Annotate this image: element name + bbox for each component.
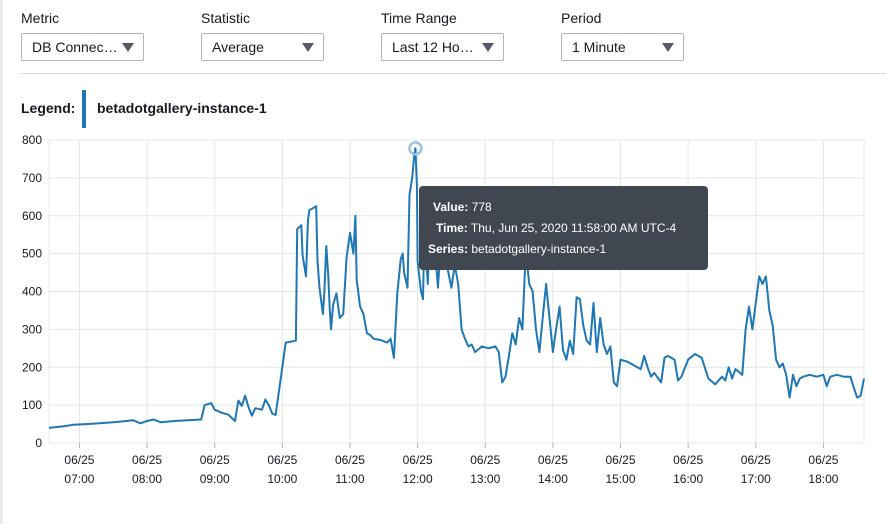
legend-swatch	[82, 90, 86, 128]
x-tick-time: 11:00	[335, 472, 364, 486]
time-range-label: Time Range	[381, 10, 457, 26]
y-tick-label: 700	[22, 171, 42, 185]
caret-down-icon	[122, 43, 134, 52]
caret-down-icon	[482, 43, 494, 52]
metric-label: Metric	[21, 10, 60, 26]
x-tick-date: 06/25	[132, 453, 162, 467]
y-tick-label: 600	[22, 209, 42, 223]
y-tick-label: 200	[22, 360, 42, 374]
x-tick-time: 08:00	[132, 472, 162, 486]
time-range-dropdown[interactable]: Last 12 Ho…	[381, 33, 504, 61]
x-tick-date: 06/25	[335, 453, 365, 467]
x-tick-time: 18:00	[808, 472, 838, 486]
x-tick-time: 13:00	[470, 472, 500, 486]
legend-series-name[interactable]: betadotgallery-instance-1	[97, 100, 267, 116]
period-value: 1 Minute	[572, 39, 626, 55]
y-tick-label: 100	[22, 398, 42, 412]
x-tick-time: 14:00	[538, 472, 568, 486]
x-tick-date: 06/25	[605, 453, 635, 467]
x-tick-date: 06/25	[267, 453, 297, 467]
y-tick-label: 400	[22, 285, 42, 299]
tooltip-series-label: Series:	[428, 242, 469, 256]
highlight-point[interactable]	[408, 141, 423, 156]
period-label: Period	[561, 10, 602, 26]
tooltip-value: 778	[471, 200, 492, 214]
y-tick-label: 300	[22, 322, 42, 336]
series-line[interactable]	[48, 147, 865, 429]
time-range-value: Last 12 Ho…	[392, 39, 474, 55]
x-tick-time: 12:00	[403, 472, 433, 486]
caret-down-icon	[662, 43, 674, 52]
x-tick-date: 06/25	[808, 453, 838, 467]
x-tick-time: 15:00	[605, 472, 635, 486]
tooltip-series: betadotgallery-instance-1	[471, 242, 607, 256]
x-tick-time: 09:00	[200, 472, 230, 486]
x-tick-date: 06/25	[200, 453, 230, 467]
x-tick-time: 17:00	[741, 472, 771, 486]
tooltip: Value: 778 Time: Thu, Jun 25, 2020 11:58…	[419, 186, 708, 270]
x-tick-time: 16:00	[673, 472, 703, 486]
x-tick-date: 06/25	[470, 453, 500, 467]
divider	[21, 73, 886, 74]
tooltip-value-label: Value:	[433, 200, 469, 214]
x-tick-time: 10:00	[267, 472, 297, 486]
statistic-value: Average	[212, 39, 264, 55]
x-tick-date: 06/25	[538, 453, 568, 467]
y-tick-label: 0	[35, 436, 42, 450]
x-tick-date: 06/25	[673, 453, 703, 467]
tooltip-time-label: Time:	[436, 221, 468, 235]
period-dropdown[interactable]: 1 Minute	[561, 33, 684, 61]
tooltip-time: Thu, Jun 25, 2020 11:58:00 AM UTC-4	[470, 221, 677, 235]
legend-title: Legend:	[21, 100, 76, 116]
x-tick-date: 06/25	[403, 453, 433, 467]
metric-dropdown[interactable]: DB Connec…	[21, 33, 144, 61]
metric-value: DB Connec…	[32, 39, 118, 55]
x-tick-date: 06/25	[64, 453, 94, 467]
y-tick-label: 500	[22, 247, 42, 261]
statistic-label: Statistic	[201, 10, 251, 26]
statistic-dropdown[interactable]: Average	[201, 33, 324, 61]
x-tick-date: 06/25	[741, 453, 771, 467]
window-edge	[0, 0, 3, 524]
caret-down-icon	[302, 43, 314, 52]
y-tick-label: 800	[22, 133, 42, 147]
x-tick-time: 07:00	[64, 472, 94, 486]
